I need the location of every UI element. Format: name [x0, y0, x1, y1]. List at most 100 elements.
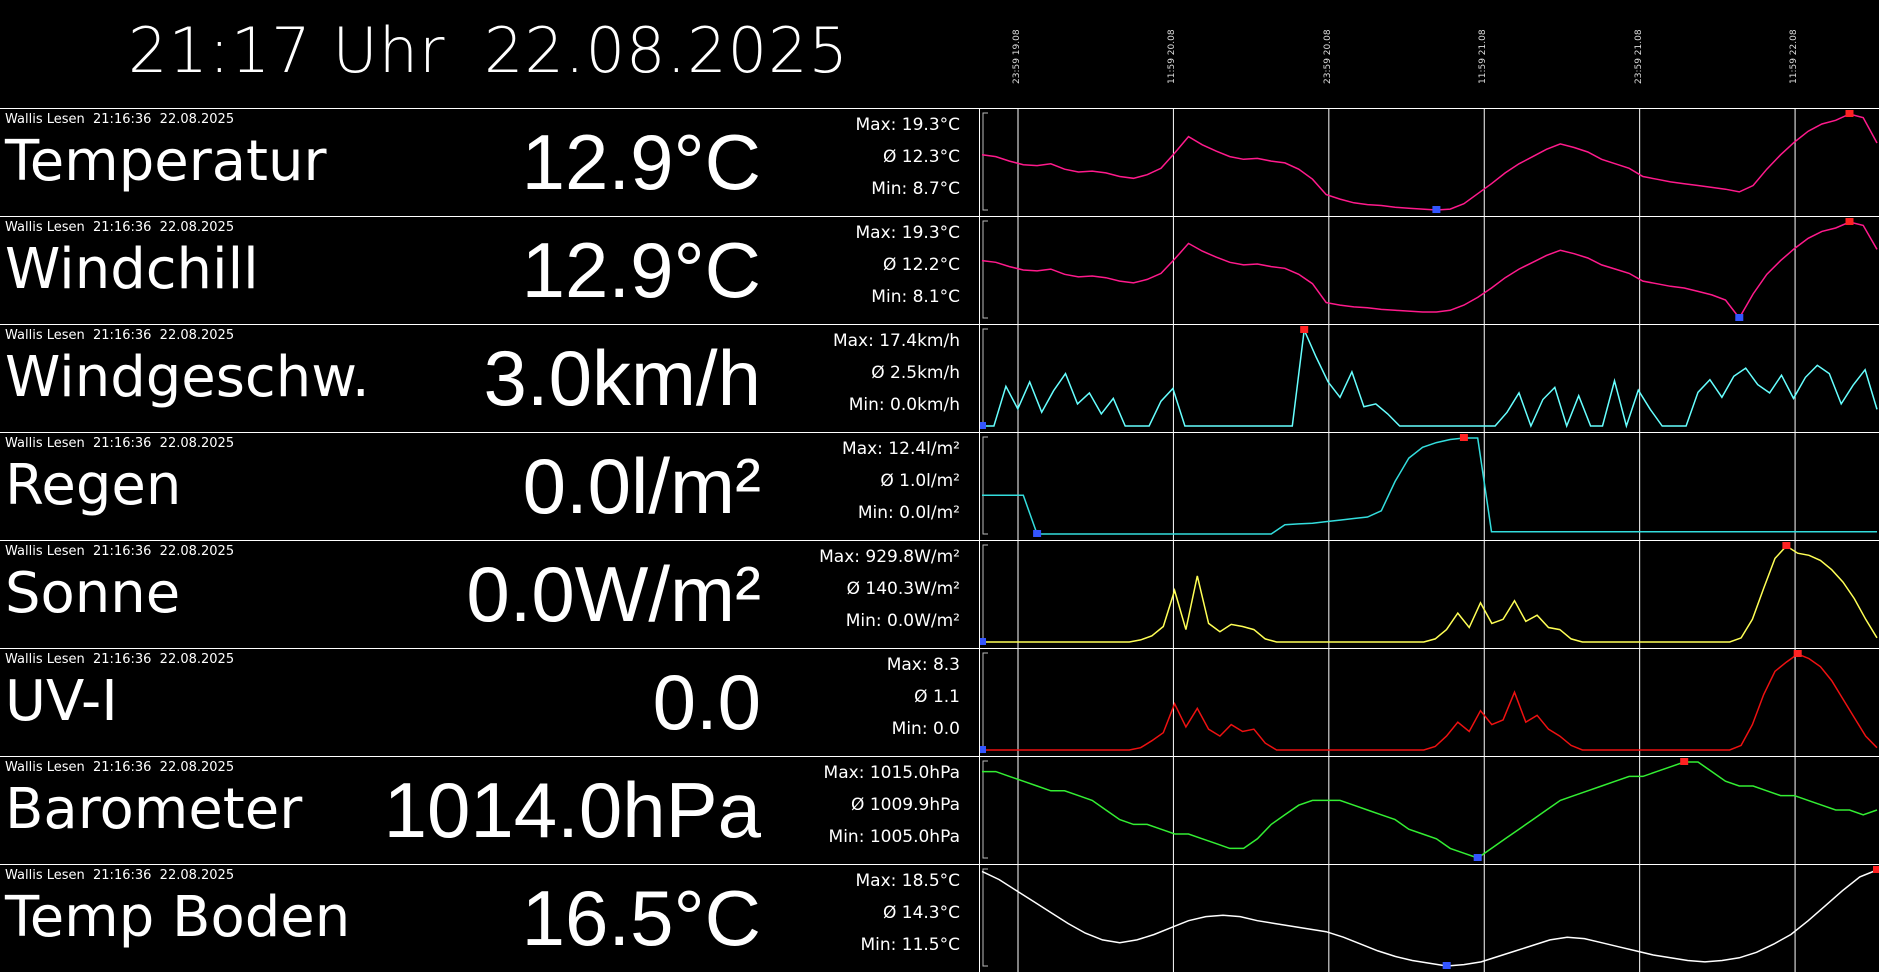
- sensor-max: Max: 19.3°C: [855, 115, 961, 135]
- graph-y-bracket: [982, 328, 988, 427]
- min-marker: [1735, 314, 1744, 321]
- sensor-graph: [980, 864, 1879, 972]
- graph-y-bracket: [982, 220, 988, 319]
- sensor-panel: Wallis Lesen 21:16:36 22.08.2025 UV-I 0.0 M…: [0, 648, 980, 756]
- sensor-avg: Ø 12.2°C: [882, 255, 960, 275]
- graph-y-bracket: [982, 760, 988, 859]
- sensor-name: Barometer: [5, 777, 303, 842]
- max-marker: [1782, 542, 1791, 549]
- sensor-max: Max: 18.5°C: [855, 871, 961, 891]
- time-tick-label: 23:59 19.08: [1012, 29, 1022, 84]
- series-line: [982, 761, 1878, 859]
- sensor-avg: Ø 1009.9hPa: [851, 795, 960, 815]
- sensor-panel: Wallis Lesen 21:16:36 22.08.2025 Baromete…: [0, 756, 980, 864]
- sensor-min: Min: 0.0l/m²: [857, 503, 960, 523]
- sensor-graph: [980, 540, 1879, 648]
- sensor-panel: Wallis Lesen 21:16:36 22.08.2025 Sonne 0.0…: [0, 540, 980, 648]
- sensor-panel: Wallis Lesen 21:16:36 22.08.2025 Temperat…: [0, 108, 980, 216]
- max-marker: [1873, 866, 1879, 873]
- sensor-value: 12.9°C: [521, 226, 761, 314]
- sensor-source: Wallis Lesen 21:16:36 22.08.2025: [5, 112, 235, 127]
- series-line: [981, 113, 1878, 211]
- sensor-max: Max: 19.3°C: [855, 223, 961, 243]
- sensor-source: Wallis Lesen 21:16:36 22.08.2025: [5, 328, 235, 343]
- sensor-min: Min: 0.0W/m²: [845, 611, 960, 631]
- min-marker: [1473, 854, 1482, 861]
- sensor-min: Min: 8.7°C: [871, 179, 960, 199]
- sensor-min: Min: 8.1°C: [871, 287, 960, 307]
- max-marker: [1845, 218, 1854, 225]
- sensor-name: Sonne: [5, 561, 181, 626]
- sensor-name: Temp Boden: [5, 885, 351, 950]
- sensor-value: 16.5°C: [521, 874, 761, 962]
- series-line: [981, 221, 1878, 320]
- sensor-graph: [980, 756, 1879, 864]
- time-tick-label: 23:59 21.08: [1633, 29, 1644, 84]
- series-line: [982, 437, 1877, 535]
- sensor-row: Wallis Lesen 21:16:36 22.08.2025 Sonne 0.0…: [0, 540, 1879, 648]
- series-line: [981, 869, 1878, 967]
- min-marker: [1432, 206, 1441, 213]
- sensor-avg: Ø 12.3°C: [882, 147, 960, 167]
- sensor-row: Wallis Lesen 21:16:36 22.08.2025 Regen 0.0…: [0, 432, 1879, 540]
- sensor-source: Wallis Lesen 21:16:36 22.08.2025: [5, 868, 235, 883]
- sensor-name: Temperatur: [5, 129, 327, 194]
- min-marker: [980, 638, 986, 645]
- max-marker: [1680, 758, 1689, 765]
- sensor-graph: [980, 432, 1879, 540]
- time-tick-label: 11:59 22.08: [1789, 29, 1800, 84]
- graph-y-bracket: [982, 544, 988, 643]
- sensor-avg: Ø 1.0l/m²: [880, 471, 960, 491]
- sensor-value: 0.0W/m²: [466, 550, 761, 638]
- sensor-max: Max: 1015.0hPa: [823, 763, 960, 783]
- sensor-max: Max: 8.3: [886, 655, 960, 675]
- sensor-graph: [980, 648, 1879, 756]
- sensor-row: Wallis Lesen 21:16:36 22.08.2025 Windgesc…: [0, 324, 1879, 432]
- sensor-panel: Wallis Lesen 21:16:36 22.08.2025 Regen 0.0…: [0, 432, 980, 540]
- clock-time: 21:17 Uhr: [128, 14, 446, 87]
- sensor-graph: [980, 324, 1879, 432]
- time-tick-label: 11:59 20.08: [1167, 29, 1178, 84]
- sensor-avg: Ø 1.1: [914, 687, 960, 707]
- max-marker: [1459, 434, 1468, 441]
- sensor-name: Windgeschw.: [5, 345, 370, 410]
- sensor-source: Wallis Lesen 21:16:36 22.08.2025: [5, 220, 235, 235]
- sensor-name: Windchill: [5, 237, 259, 302]
- graph-y-bracket: [982, 868, 988, 967]
- sensor-name: Regen: [5, 453, 182, 518]
- min-marker: [980, 746, 986, 753]
- sensor-panel: Wallis Lesen 21:16:36 22.08.2025 Windgesc…: [0, 324, 980, 432]
- max-marker: [1845, 110, 1854, 117]
- sensor-source: Wallis Lesen 21:16:36 22.08.2025: [5, 544, 235, 559]
- sensor-min: Min: 0.0: [891, 719, 960, 739]
- sensor-max: Max: 929.8W/m²: [819, 547, 960, 567]
- sensor-row: Wallis Lesen 21:16:36 22.08.2025 Temp Bod…: [0, 864, 1879, 972]
- clock-header: 21:17 Uhr 22.08.2025: [0, 0, 980, 108]
- time-tick-label: 23:59 20.08: [1322, 29, 1333, 84]
- sensor-value: 0.0: [652, 658, 761, 746]
- sensor-name: UV-I: [5, 669, 118, 734]
- sensor-avg: Ø 14.3°C: [882, 903, 960, 923]
- sensor-max: Max: 12.4l/m²: [842, 439, 960, 459]
- sensor-avg: Ø 140.3W/m²: [846, 579, 960, 599]
- sensor-min: Min: 1005.0hPa: [828, 827, 960, 847]
- time-axis: 23:59 19.08 11:59 20.08 23:59 20.08 11:59 2…: [980, 0, 1879, 108]
- sensor-source: Wallis Lesen 21:16:36 22.08.2025: [5, 760, 235, 775]
- max-marker: [1300, 326, 1309, 333]
- sensor-graph: [980, 216, 1879, 324]
- series-line: [982, 653, 1878, 751]
- time-tick-label: 11:59 21.08: [1478, 29, 1489, 84]
- min-marker: [1442, 962, 1451, 969]
- sensor-row: Wallis Lesen 21:16:36 22.08.2025 Baromete…: [0, 756, 1879, 864]
- sensor-panel: Wallis Lesen 21:16:36 22.08.2025 Windchil…: [0, 216, 980, 324]
- sensor-row: Wallis Lesen 21:16:36 22.08.2025 Temperat…: [0, 108, 1879, 216]
- sensor-max: Max: 17.4km/h: [832, 331, 960, 351]
- sensor-value: 1014.0hPa: [383, 766, 761, 854]
- sensor-row: Wallis Lesen 21:16:36 22.08.2025 UV-I 0.0 M…: [0, 648, 1879, 756]
- min-marker: [980, 422, 986, 429]
- sensor-panel: Wallis Lesen 21:16:36 22.08.2025 Temp Bod…: [0, 864, 980, 972]
- sensor-row: Wallis Lesen 21:16:36 22.08.2025 Windchil…: [0, 216, 1879, 324]
- sensor-graph: [980, 108, 1879, 216]
- sensor-value: 3.0km/h: [483, 334, 761, 422]
- sensor-min: Min: 0.0km/h: [848, 395, 960, 415]
